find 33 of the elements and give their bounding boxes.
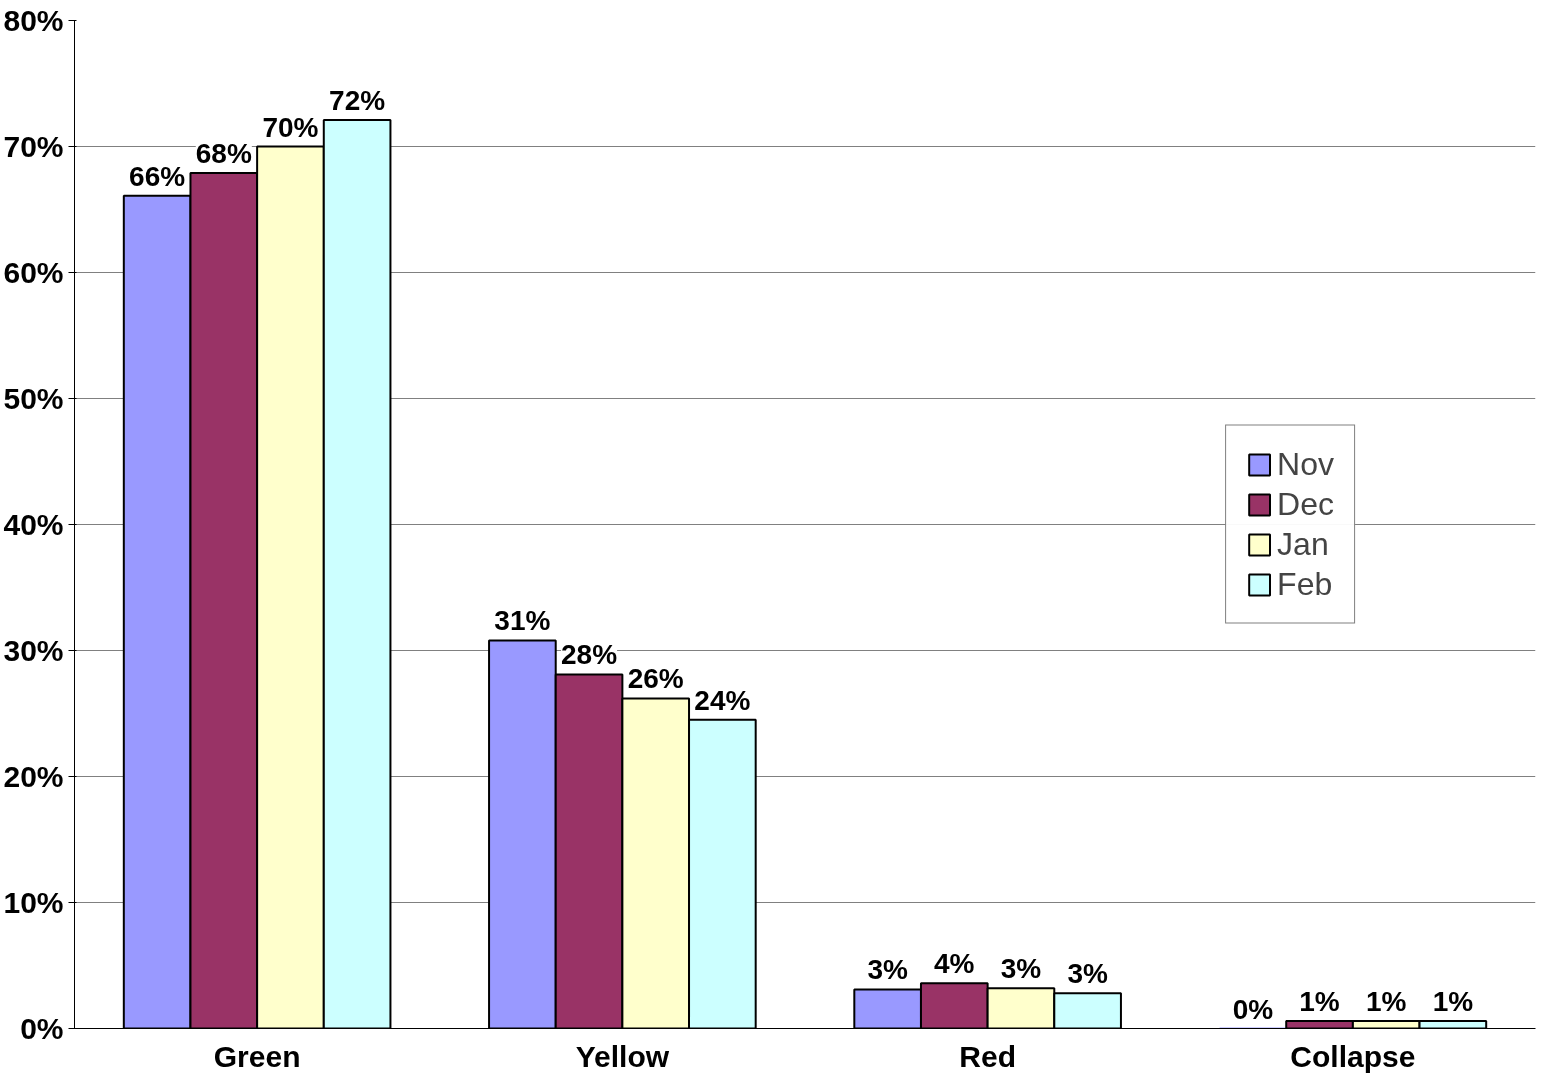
legend-label: Nov [1277,445,1334,483]
data-label: 26% [627,663,684,695]
y-tick-label: 60% [3,256,64,289]
legend-label: Feb [1277,565,1333,603]
data-label: 1% [1299,985,1340,1017]
data-label: 28% [561,639,618,671]
x-tick-label: Red [959,1039,1016,1073]
data-label: 70% [262,111,319,143]
y-tick-label: 50% [3,382,64,415]
y-tick-label: 80% [3,4,64,37]
data-label: 0% [1232,993,1274,1025]
y-tick-label: 30% [3,634,64,667]
data-label: 1% [1365,985,1407,1017]
x-tick-label: Green [213,1039,301,1073]
y-tick-label: 0% [20,1012,64,1045]
legend-label: Dec [1277,485,1334,523]
x-tick-label: Yellow [575,1039,670,1073]
data-label: 24% [694,684,751,716]
data-label: 1% [1432,985,1474,1017]
data-label: 4% [934,948,975,980]
y-tick-label: 10% [3,886,64,919]
y-tick-label: 20% [3,760,64,793]
data-label: 68% [195,137,252,169]
data-label: 31% [494,605,551,637]
data-label: 3% [1000,953,1042,985]
data-label: 72% [329,85,386,117]
data-label: 3% [867,954,908,986]
data-label: 66% [129,160,186,192]
data-label: 3% [1067,958,1108,990]
y-tick-label: 40% [3,508,64,541]
legend-label: Jan [1277,525,1329,563]
y-tick-label: 70% [3,130,64,163]
x-tick-label: Collapse [1290,1039,1416,1073]
